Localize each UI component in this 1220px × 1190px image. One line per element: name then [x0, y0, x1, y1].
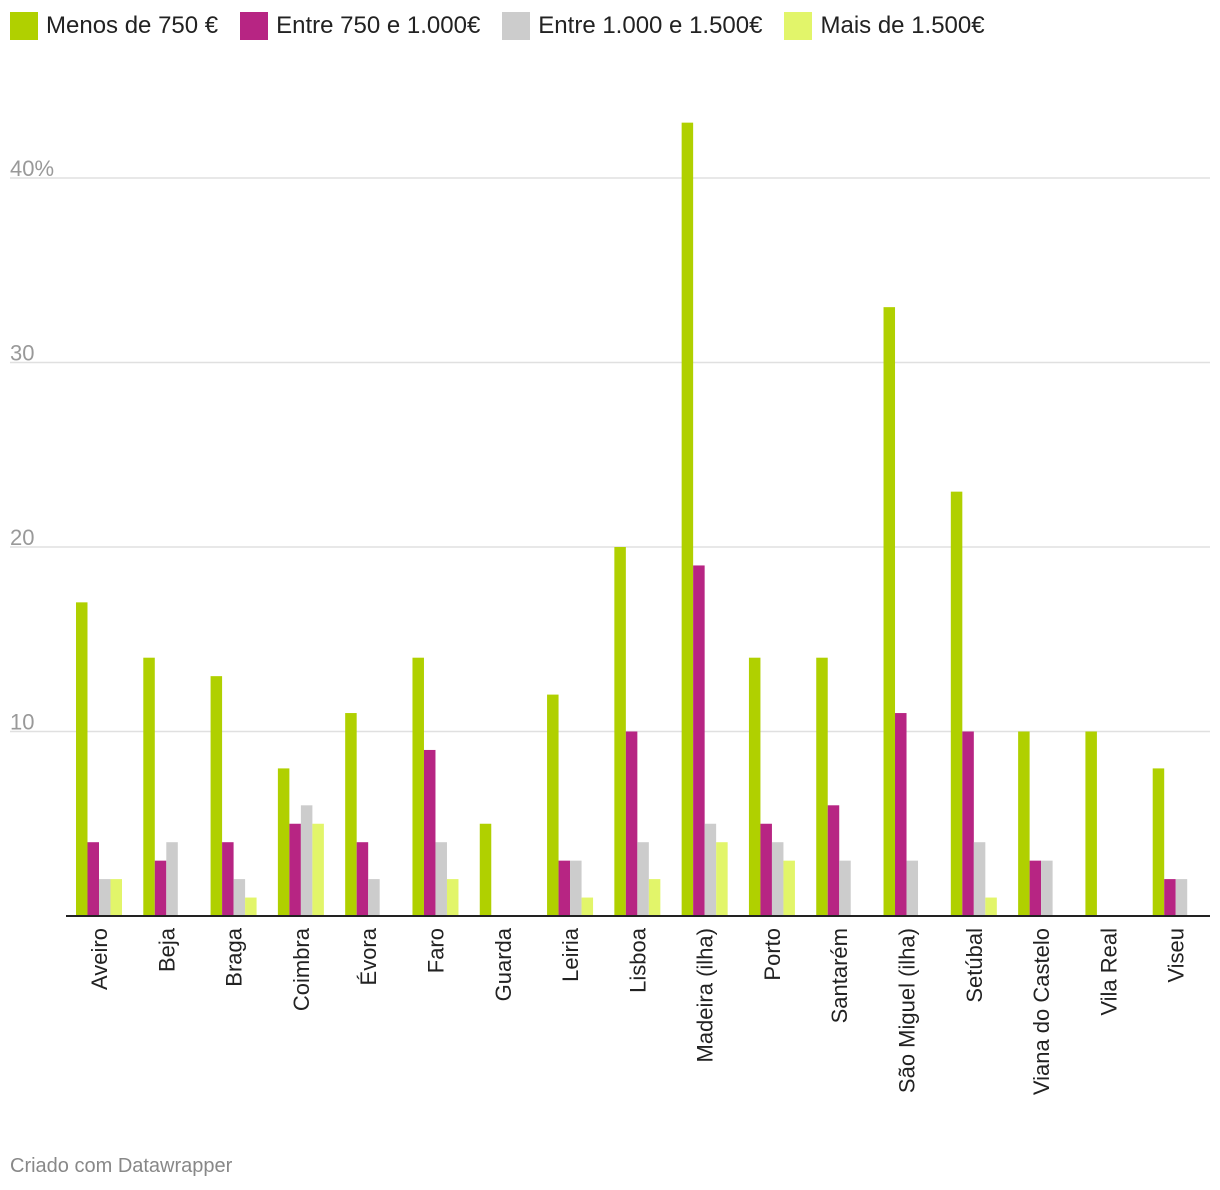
bar [245, 897, 257, 916]
legend-swatch [10, 12, 38, 40]
legend-label: Entre 750 e 1.000€ [276, 12, 481, 39]
bar [681, 122, 694, 916]
y-tick-label: 40% [10, 156, 54, 181]
bar [581, 897, 594, 916]
footer-credit: Criado com Datawrapper [10, 1155, 233, 1177]
x-tick-label: Évora [356, 927, 381, 985]
bar [906, 860, 919, 916]
legend-swatch [502, 12, 531, 40]
bar [637, 842, 649, 916]
bar [1164, 879, 1176, 916]
bar [312, 823, 324, 916]
bar [614, 547, 626, 916]
legend-swatch [784, 12, 813, 40]
bar [648, 879, 661, 916]
bar-chart: 10 20 30 40% Aveiro Beja Braga Coimbra Évora Faro… [10, 122, 1210, 1095]
x-tick-label: Faro [423, 928, 448, 973]
bar [895, 713, 907, 916]
bar [771, 842, 784, 916]
bar [783, 860, 795, 916]
legend: Menos de 750 € Entre 750 e 1.000€ Entre 1.… [10, 12, 1007, 40]
bar [143, 657, 155, 916]
y-tick-label: 10 [10, 710, 34, 735]
x-tick-label: Beja [154, 927, 179, 972]
bar [962, 731, 974, 916]
x-tick-label: Madeira (ilha) [693, 928, 718, 1063]
bar [760, 823, 772, 916]
bar [423, 749, 436, 916]
y-tick-label: 20 [10, 525, 34, 550]
x-tick-label: Setúbal [962, 928, 987, 1003]
x-tick-label: Vila Real [1096, 928, 1121, 1016]
bar [973, 842, 986, 916]
y-tick-label: 30 [10, 341, 34, 366]
x-tick-label: São Miguel (ilha) [895, 928, 920, 1093]
bar [883, 307, 896, 916]
bar [356, 842, 369, 916]
bar [950, 491, 963, 916]
x-tick-label: Leiria [558, 927, 583, 982]
x-tick-label: Porto [760, 928, 785, 981]
bar [87, 842, 99, 916]
bar [839, 860, 851, 916]
bar [1152, 768, 1165, 916]
x-tick-label: Viseu [1164, 928, 1189, 983]
bar [222, 842, 234, 916]
bar [479, 823, 492, 916]
bar [154, 860, 167, 916]
bar [233, 879, 246, 916]
bar [277, 768, 290, 916]
legend-item: Menos de 750 € [10, 12, 218, 40]
legend-label: Menos de 750 € [46, 12, 219, 39]
bar [985, 897, 997, 916]
legend-label: Entre 1.000 e 1.500€ [538, 12, 763, 39]
bar [570, 860, 582, 916]
bar [816, 657, 828, 916]
x-tick-label: Viana do Castelo [1029, 928, 1054, 1095]
bar [300, 805, 313, 916]
bar [210, 676, 223, 916]
bar [110, 879, 122, 916]
bar [76, 602, 88, 916]
legend-swatch [240, 12, 269, 40]
x-tick-label: Santarém [827, 928, 852, 1023]
bar [748, 657, 761, 916]
bar [716, 842, 728, 916]
x-tick-label: Braga [222, 927, 247, 986]
bar [99, 879, 111, 916]
bar [704, 823, 717, 916]
bar [435, 842, 447, 916]
bar [1041, 860, 1053, 916]
bar [166, 842, 178, 916]
bar [1018, 731, 1030, 916]
legend-item: Mais de 1.500€ [784, 12, 985, 40]
bar [827, 805, 840, 916]
x-tick-label: Aveiro [87, 928, 112, 990]
x-tick-label: Guarda [491, 927, 516, 1001]
bar [368, 879, 380, 916]
legend-item: Entre 750 e 1.000€ [240, 12, 480, 40]
legend-label: Mais de 1.500€ [820, 12, 985, 39]
bar [446, 879, 459, 916]
bar [693, 565, 705, 916]
x-tick-label: Lisboa [625, 927, 650, 993]
bar [412, 657, 424, 916]
bar [547, 694, 559, 916]
x-tick-label: Coimbra [289, 927, 314, 1011]
bar [625, 731, 638, 916]
bar [289, 823, 301, 916]
bar [1085, 731, 1097, 916]
legend-item: Entre 1.000 e 1.500€ [502, 12, 762, 40]
bar [345, 713, 357, 916]
bar [1175, 879, 1188, 916]
bar [558, 860, 571, 916]
bar [1029, 860, 1042, 916]
